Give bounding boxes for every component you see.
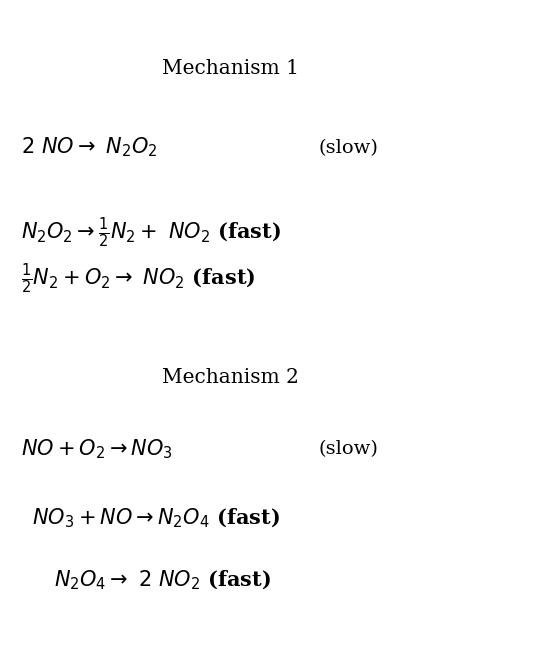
Text: $\mathit{NO} + \mathit{O_2} \rightarrow \mathit{NO_3}$: $\mathit{NO} + \mathit{O_2} \rightarrow …	[21, 438, 173, 461]
Text: (slow): (slow)	[319, 138, 379, 157]
Text: $\mathit{N_2O_2} \rightarrow \frac{1}{2}\mathit{N_2} +\ \mathit{NO_2}$ (fast): $\mathit{N_2O_2} \rightarrow \frac{1}{2}…	[21, 216, 281, 250]
Text: $2\ \mathit{NO} \rightarrow\ \mathit{N_2O_2}$: $2\ \mathit{NO} \rightarrow\ \mathit{N_2…	[21, 136, 158, 159]
Text: $\mathit{N_2O_4} \rightarrow\ 2\ \mathit{NO_2}$ (fast): $\mathit{N_2O_4} \rightarrow\ 2\ \mathit…	[54, 569, 271, 592]
Text: $\mathit{NO_3} + \mathit{NO} \rightarrow \mathit{N_2O_4}$ (fast): $\mathit{NO_3} + \mathit{NO} \rightarrow…	[32, 506, 280, 530]
Text: $\frac{1}{2}\mathit{N_2} + \mathit{O_2} \rightarrow\ \mathit{NO_2}$ (fast): $\frac{1}{2}\mathit{N_2} + \mathit{O_2} …	[21, 262, 256, 296]
Text: Mechanism 1: Mechanism 1	[162, 60, 299, 78]
Text: Mechanism 2: Mechanism 2	[162, 368, 299, 386]
Text: (slow): (slow)	[319, 440, 379, 459]
